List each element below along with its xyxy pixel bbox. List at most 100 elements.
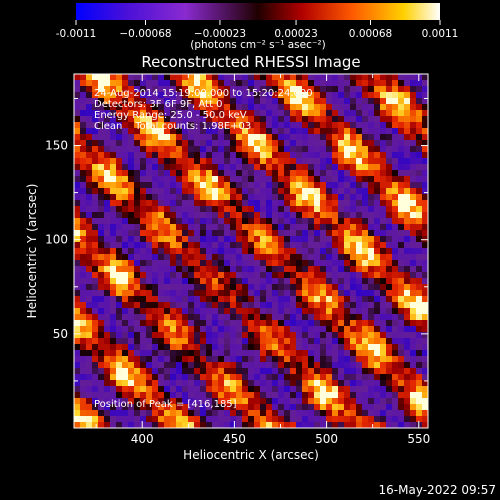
- heatmap-cell: [290, 326, 297, 333]
- heatmap-cell: [74, 80, 81, 87]
- heatmap-cell: [98, 110, 105, 117]
- heatmap-cell: [296, 182, 303, 189]
- heatmap-cell: [200, 92, 207, 99]
- heatmap-cell: [230, 236, 237, 243]
- heatmap-cell: [152, 368, 159, 375]
- heatmap-cell: [374, 410, 381, 417]
- heatmap-cell: [236, 242, 243, 249]
- heatmap-cell: [74, 332, 81, 339]
- heatmap-cell: [218, 164, 225, 171]
- heatmap-cell: [326, 242, 333, 249]
- heatmap-cell: [176, 314, 183, 321]
- heatmap-cell: [158, 122, 165, 129]
- heatmap-cell: [254, 284, 261, 291]
- heatmap-cell: [284, 284, 291, 291]
- heatmap-cell: [92, 224, 99, 231]
- heatmap-cell: [230, 200, 237, 207]
- heatmap-cell: [296, 230, 303, 237]
- heatmap-cell: [296, 314, 303, 321]
- heatmap-cell: [194, 320, 201, 327]
- heatmap-cell: [164, 158, 171, 165]
- heatmap-cell: [284, 128, 291, 135]
- heatmap-cell: [170, 182, 177, 189]
- heatmap-cell: [350, 284, 357, 291]
- heatmap-cell: [188, 410, 195, 417]
- heatmap-cell: [152, 374, 159, 381]
- heatmap-cell: [278, 128, 285, 135]
- heatmap-cell: [314, 206, 321, 213]
- heatmap-cell: [362, 170, 369, 177]
- heatmap-cell: [416, 230, 423, 237]
- heatmap-cell: [266, 206, 273, 213]
- heatmap-cell: [296, 392, 303, 399]
- heatmap-cell: [278, 194, 285, 201]
- heatmap-cell: [110, 422, 117, 428]
- heatmap-cell: [350, 302, 357, 309]
- heatmap-cell: [122, 200, 129, 207]
- heatmap-cell: [344, 272, 351, 279]
- heatmap-cell: [308, 122, 315, 129]
- heatmap-cell: [290, 236, 297, 243]
- heatmap-cell: [392, 152, 399, 159]
- heatmap-cell: [236, 362, 243, 369]
- heatmap-cell: [254, 362, 261, 369]
- heatmap-cell: [134, 356, 141, 363]
- heatmap-cell: [104, 386, 111, 393]
- heatmap-cell: [92, 218, 99, 225]
- heatmap-cell: [380, 146, 387, 153]
- heatmap-cell: [140, 386, 147, 393]
- heatmap-cell: [218, 308, 225, 315]
- heatmap-cell: [158, 212, 165, 219]
- heatmap-cell: [212, 254, 219, 261]
- heatmap-cell: [188, 104, 195, 111]
- heatmap-cell: [104, 218, 111, 225]
- heatmap-cell: [140, 116, 147, 123]
- heatmap-cell: [254, 386, 261, 393]
- heatmap-cell: [362, 206, 369, 213]
- heatmap-cell: [272, 344, 279, 351]
- heatmap-cell: [392, 170, 399, 177]
- heatmap-cell: [350, 380, 357, 387]
- heatmap-cell: [200, 404, 207, 411]
- heatmap-cell: [344, 134, 351, 141]
- heatmap-cell: [92, 356, 99, 363]
- heatmap-cell: [308, 386, 315, 393]
- heatmap-cell: [116, 110, 123, 117]
- heatmap-cell: [332, 230, 339, 237]
- heatmap-cell: [254, 110, 261, 117]
- heatmap-cell: [116, 80, 123, 87]
- heatmap-cell: [290, 380, 297, 387]
- heatmap-cell: [308, 98, 315, 105]
- heatmap-cell: [410, 398, 417, 405]
- heatmap-cell: [416, 416, 423, 423]
- heatmap-cell: [350, 326, 357, 333]
- heatmap-cell: [332, 80, 339, 87]
- heatmap-cell: [266, 272, 273, 279]
- heatmap-cell: [380, 176, 387, 183]
- heatmap-cell: [122, 74, 129, 81]
- heatmap-cell: [224, 386, 231, 393]
- heatmap-cell: [134, 134, 141, 141]
- heatmap-cell: [380, 188, 387, 195]
- heatmap-cell: [242, 92, 249, 99]
- heatmap-cell: [410, 350, 417, 357]
- heatmap-cell: [140, 272, 147, 279]
- heatmap-cell: [362, 284, 369, 291]
- heatmap-cell: [386, 98, 393, 105]
- heatmap-cell: [290, 404, 297, 411]
- heatmap-cell: [254, 98, 261, 105]
- heatmap-cell: [416, 242, 423, 249]
- heatmap-cell: [194, 284, 201, 291]
- heatmap-cell: [302, 74, 309, 81]
- heatmap-cell: [146, 254, 153, 261]
- heatmap-cell: [230, 230, 237, 237]
- heatmap-cell: [176, 110, 183, 117]
- heatmap-cell: [140, 344, 147, 351]
- heatmap-cell: [260, 260, 267, 267]
- heatmap-cell: [176, 260, 183, 267]
- heatmap-cell: [164, 344, 171, 351]
- heatmap-cell: [266, 422, 273, 428]
- heatmap-cell: [320, 230, 327, 237]
- heatmap-cell: [134, 410, 141, 417]
- heatmap-cell: [422, 302, 428, 309]
